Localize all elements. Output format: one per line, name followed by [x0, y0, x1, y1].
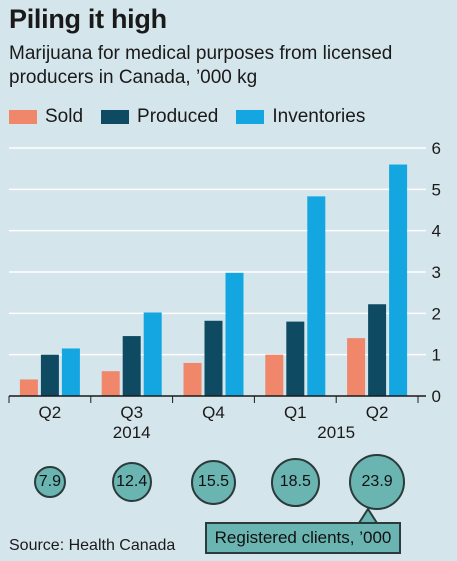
- bar-inventories: [143, 312, 162, 396]
- x-year-label: 2014: [113, 423, 151, 442]
- legend-label-sold: Sold: [45, 106, 84, 127]
- bar-produced: [40, 354, 59, 396]
- client-circle: 23.9: [349, 454, 406, 510]
- bar-produced: [122, 336, 141, 396]
- bar-sold: [265, 354, 284, 396]
- legend-item-inventories: Inventories: [236, 106, 365, 128]
- legend-swatch-inventories: [236, 110, 265, 124]
- legend-swatch-produced: [101, 110, 130, 124]
- client-circle: 12.4: [111, 462, 152, 502]
- legend-label-inventories: Inventories: [272, 106, 366, 127]
- y-tick-label: 4: [432, 222, 441, 241]
- bar-sold: [101, 371, 120, 396]
- bar-inventories: [307, 196, 326, 396]
- x-tick-label: Q1: [284, 403, 307, 422]
- registered-clients-label: Registered clients, ’000: [205, 522, 401, 554]
- y-tick-label: 2: [432, 304, 441, 323]
- registered-clients-row: 7.9 12.4 15.5 18.5 23.9: [0, 452, 457, 512]
- x-tick-label: Q3: [120, 403, 143, 422]
- y-tick-label: 5: [432, 180, 441, 199]
- bar-produced: [368, 304, 387, 396]
- x-tick-label: Q4: [202, 403, 225, 422]
- bar-produced: [204, 320, 223, 396]
- bar-inventories: [61, 348, 80, 396]
- chart-title: Piling it high: [9, 4, 167, 34]
- source-note: Source: Health Canada: [9, 537, 176, 554]
- legend-label-produced: Produced: [137, 106, 219, 127]
- legend-item-sold: Sold: [9, 106, 83, 128]
- legend-swatch-sold: [9, 110, 37, 124]
- x-tick-label: Q2: [39, 403, 62, 422]
- y-tick-label: 6: [432, 139, 441, 158]
- y-tick-label: 1: [432, 346, 441, 365]
- bar-produced: [286, 321, 305, 396]
- legend: Sold Produced Inventories: [9, 105, 383, 129]
- bar-sold: [19, 379, 38, 396]
- y-tick-label: 3: [432, 263, 441, 282]
- client-circle: 7.9: [33, 466, 66, 498]
- x-year-label: 2015: [317, 423, 355, 442]
- x-tick-label: Q2: [366, 403, 389, 422]
- client-circle: 18.5: [270, 457, 320, 507]
- bar-chart: 0 1 2 3 4 5 6 Q2 Q3 Q4 Q1 Q2 2014 2015: [8, 139, 441, 442]
- chart-subtitle: Marijuana for medical purposes from lice…: [9, 43, 393, 88]
- y-tick-label: 0: [432, 387, 441, 406]
- legend-item-produced: Produced: [101, 106, 218, 128]
- bar-inventories: [225, 272, 244, 396]
- bar-inventories: [389, 164, 408, 396]
- bar-sold: [183, 362, 202, 396]
- bar-sold: [347, 338, 366, 396]
- client-circle: 15.5: [191, 459, 236, 505]
